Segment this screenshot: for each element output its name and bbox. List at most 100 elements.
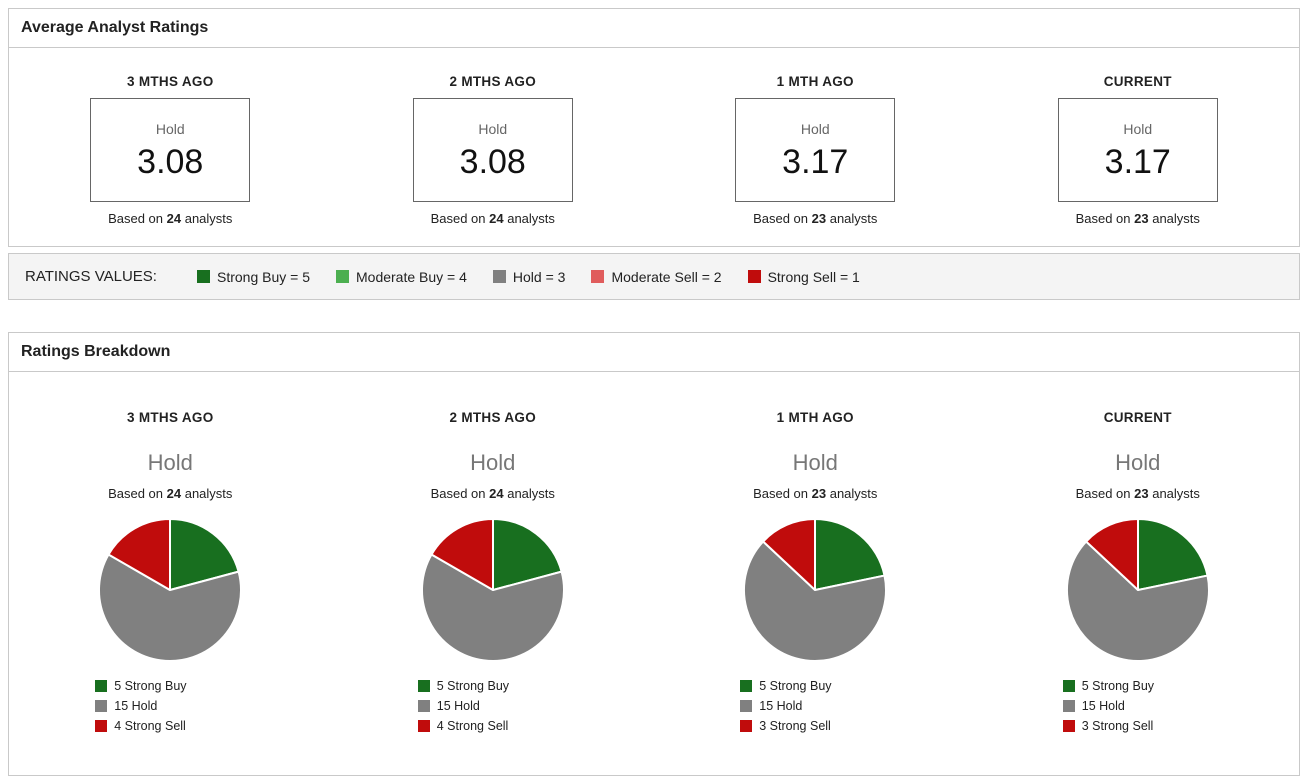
- based-on-text: Based on 23 analysts: [1076, 211, 1200, 226]
- breakdown-column-2mths: 2 MTHS AGO Hold Based on 24 analysts 5 S…: [332, 410, 655, 733]
- breakdown-column-3mths: 3 MTHS AGO Hold Based on 24 analysts 5 S…: [9, 410, 332, 733]
- legend-item-strong-sell: Strong Sell = 1: [747, 268, 860, 285]
- legend-item-strong-sell: 4 Strong Sell: [417, 719, 568, 733]
- legend-item-strong-buy: 5 Strong Buy: [417, 679, 568, 693]
- period-label: 3 MTHS AGO: [126, 410, 214, 425]
- legend-item-hold: 15 Hold: [95, 699, 245, 713]
- analyst-count: 24: [489, 486, 504, 501]
- strong-sell-swatch-icon: [417, 720, 430, 732]
- based-prefix: Based on: [108, 486, 163, 501]
- score-box: Hold 3.08: [90, 98, 251, 202]
- based-suffix: analysts: [1152, 486, 1200, 501]
- based-on-text: Based on 23 analysts: [753, 211, 877, 226]
- pie-legend: 5 Strong Buy 15 Hold 3 Strong Sell: [740, 679, 890, 733]
- legend-label: 3 Strong Sell: [759, 719, 831, 733]
- analyst-count: 23: [1134, 486, 1149, 501]
- hold-swatch-icon: [95, 700, 108, 712]
- hold-swatch-icon: [417, 700, 430, 712]
- hold-swatch-icon: [740, 700, 753, 712]
- breakdown-column-1mth: 1 MTH AGO Hold Based on 23 analysts 5 St…: [654, 410, 977, 733]
- average-column-3mths: 3 MTHS AGO Hold 3.08 Based on 24 analyst…: [9, 74, 332, 226]
- hold-swatch-icon: [492, 270, 506, 283]
- based-on-text: Based on 24 analysts: [431, 486, 555, 501]
- based-suffix: analysts: [507, 486, 555, 501]
- legend-label: 15 Hold: [436, 699, 480, 713]
- legend-label: 5 Strong Buy: [759, 679, 832, 693]
- pie-chart: [1063, 515, 1213, 665]
- average-column-2mths: 2 MTHS AGO Hold 3.08 Based on 24 analyst…: [332, 74, 655, 226]
- based-on-text: Based on 23 analysts: [753, 486, 877, 501]
- moderate-buy-swatch-icon: [336, 270, 349, 283]
- strong-buy-swatch-icon: [1062, 680, 1075, 692]
- legend-item-strong-buy: 5 Strong Buy: [740, 679, 890, 693]
- analyst-count: 24: [166, 211, 182, 226]
- rating-label: Hold: [1115, 450, 1161, 475]
- based-on-text: Based on 24 analysts: [108, 486, 232, 501]
- rating-label: Hold: [800, 121, 830, 137]
- based-suffix: analysts: [1152, 211, 1200, 226]
- strong-buy-swatch-icon: [417, 680, 430, 692]
- rating-label: Hold: [470, 450, 516, 475]
- based-prefix: Based on: [430, 486, 486, 501]
- legend-label: 4 Strong Sell: [114, 719, 186, 733]
- legend-item-strong-sell: 3 Strong Sell: [1062, 719, 1213, 733]
- analyst-count: 23: [811, 486, 827, 501]
- pie-legend: 5 Strong Buy 15 Hold 4 Strong Sell: [95, 679, 245, 733]
- score-box: Hold 3.17: [735, 98, 896, 202]
- moderate-sell-swatch-icon: [591, 270, 605, 283]
- score-box: Hold 3.17: [1057, 98, 1218, 202]
- legend-item-strong-buy: Strong Buy = 5: [196, 268, 310, 285]
- legend-label: 5 Strong Buy: [436, 679, 510, 693]
- based-suffix: analysts: [507, 211, 555, 226]
- legend-label: 3 Strong Sell: [1081, 719, 1154, 733]
- strong-buy-swatch-icon: [196, 270, 210, 283]
- legend-item-strong-sell: 3 Strong Sell: [740, 719, 890, 733]
- legend-label: Hold = 3: [512, 268, 566, 285]
- rating-score: 3.17: [1104, 143, 1171, 181]
- legend-label: Moderate Buy = 4: [356, 268, 467, 285]
- pie-chart: [740, 515, 890, 665]
- ratings-breakdown-grid: 3 MTHS AGO Hold Based on 24 analysts 5 S…: [9, 372, 1299, 775]
- score-box: Hold 3.08: [412, 98, 573, 202]
- analyst-count: 24: [166, 486, 182, 501]
- pie-legend: 5 Strong Buy 15 Hold 3 Strong Sell: [1062, 679, 1213, 733]
- based-on-text: Based on 24 analysts: [431, 211, 555, 226]
- legend-item-moderate-buy: Moderate Buy = 4: [336, 269, 467, 285]
- ratings-values-strip: RATINGS VALUES: Strong Buy = 5 Moderate …: [8, 253, 1300, 300]
- legend-label: 5 Strong Buy: [114, 679, 187, 693]
- rating-label: Hold: [1123, 121, 1153, 137]
- strong-sell-swatch-icon: [1062, 720, 1075, 732]
- strong-sell-swatch-icon: [747, 270, 761, 283]
- based-on-text: Based on 23 analysts: [1076, 486, 1200, 501]
- based-prefix: Based on: [753, 211, 808, 226]
- based-suffix: analysts: [829, 211, 878, 226]
- based-suffix: analysts: [184, 211, 233, 226]
- legend-label: 15 Hold: [1081, 699, 1125, 713]
- analyst-count: 23: [1134, 211, 1149, 226]
- based-prefix: Based on: [430, 211, 486, 226]
- rating-score: 3.08: [459, 143, 526, 181]
- period-label: 2 MTHS AGO: [449, 410, 536, 425]
- legend-item-strong-buy: 5 Strong Buy: [1062, 679, 1213, 693]
- pie-chart: [418, 515, 568, 665]
- period-label: CURRENT: [1103, 410, 1172, 425]
- strong-sell-swatch-icon: [740, 720, 753, 732]
- ratings-values-label: RATINGS VALUES:: [25, 268, 157, 285]
- legend-label: Strong Sell = 1: [767, 268, 860, 285]
- analyst-count: 23: [811, 211, 827, 226]
- rating-score: 3.17: [782, 143, 849, 181]
- legend-label: Strong Buy = 5: [216, 268, 310, 285]
- breakdown-column-current: CURRENT Hold Based on 23 analysts 5 Stro…: [977, 410, 1300, 733]
- period-label: 3 MTHS AGO: [126, 74, 214, 89]
- period-label: 1 MTH AGO: [776, 74, 854, 89]
- legend-item-strong-buy: 5 Strong Buy: [95, 679, 245, 693]
- based-prefix: Based on: [1075, 211, 1131, 226]
- average-ratings-title: Average Analyst Ratings: [9, 9, 1299, 48]
- based-prefix: Based on: [1075, 486, 1131, 501]
- average-ratings-grid: 3 MTHS AGO Hold 3.08 Based on 24 analyst…: [9, 48, 1299, 246]
- based-suffix: analysts: [184, 486, 233, 501]
- legend-item-strong-sell: 4 Strong Sell: [95, 719, 245, 733]
- period-label: 2 MTHS AGO: [449, 74, 536, 89]
- period-label: 1 MTH AGO: [776, 410, 854, 425]
